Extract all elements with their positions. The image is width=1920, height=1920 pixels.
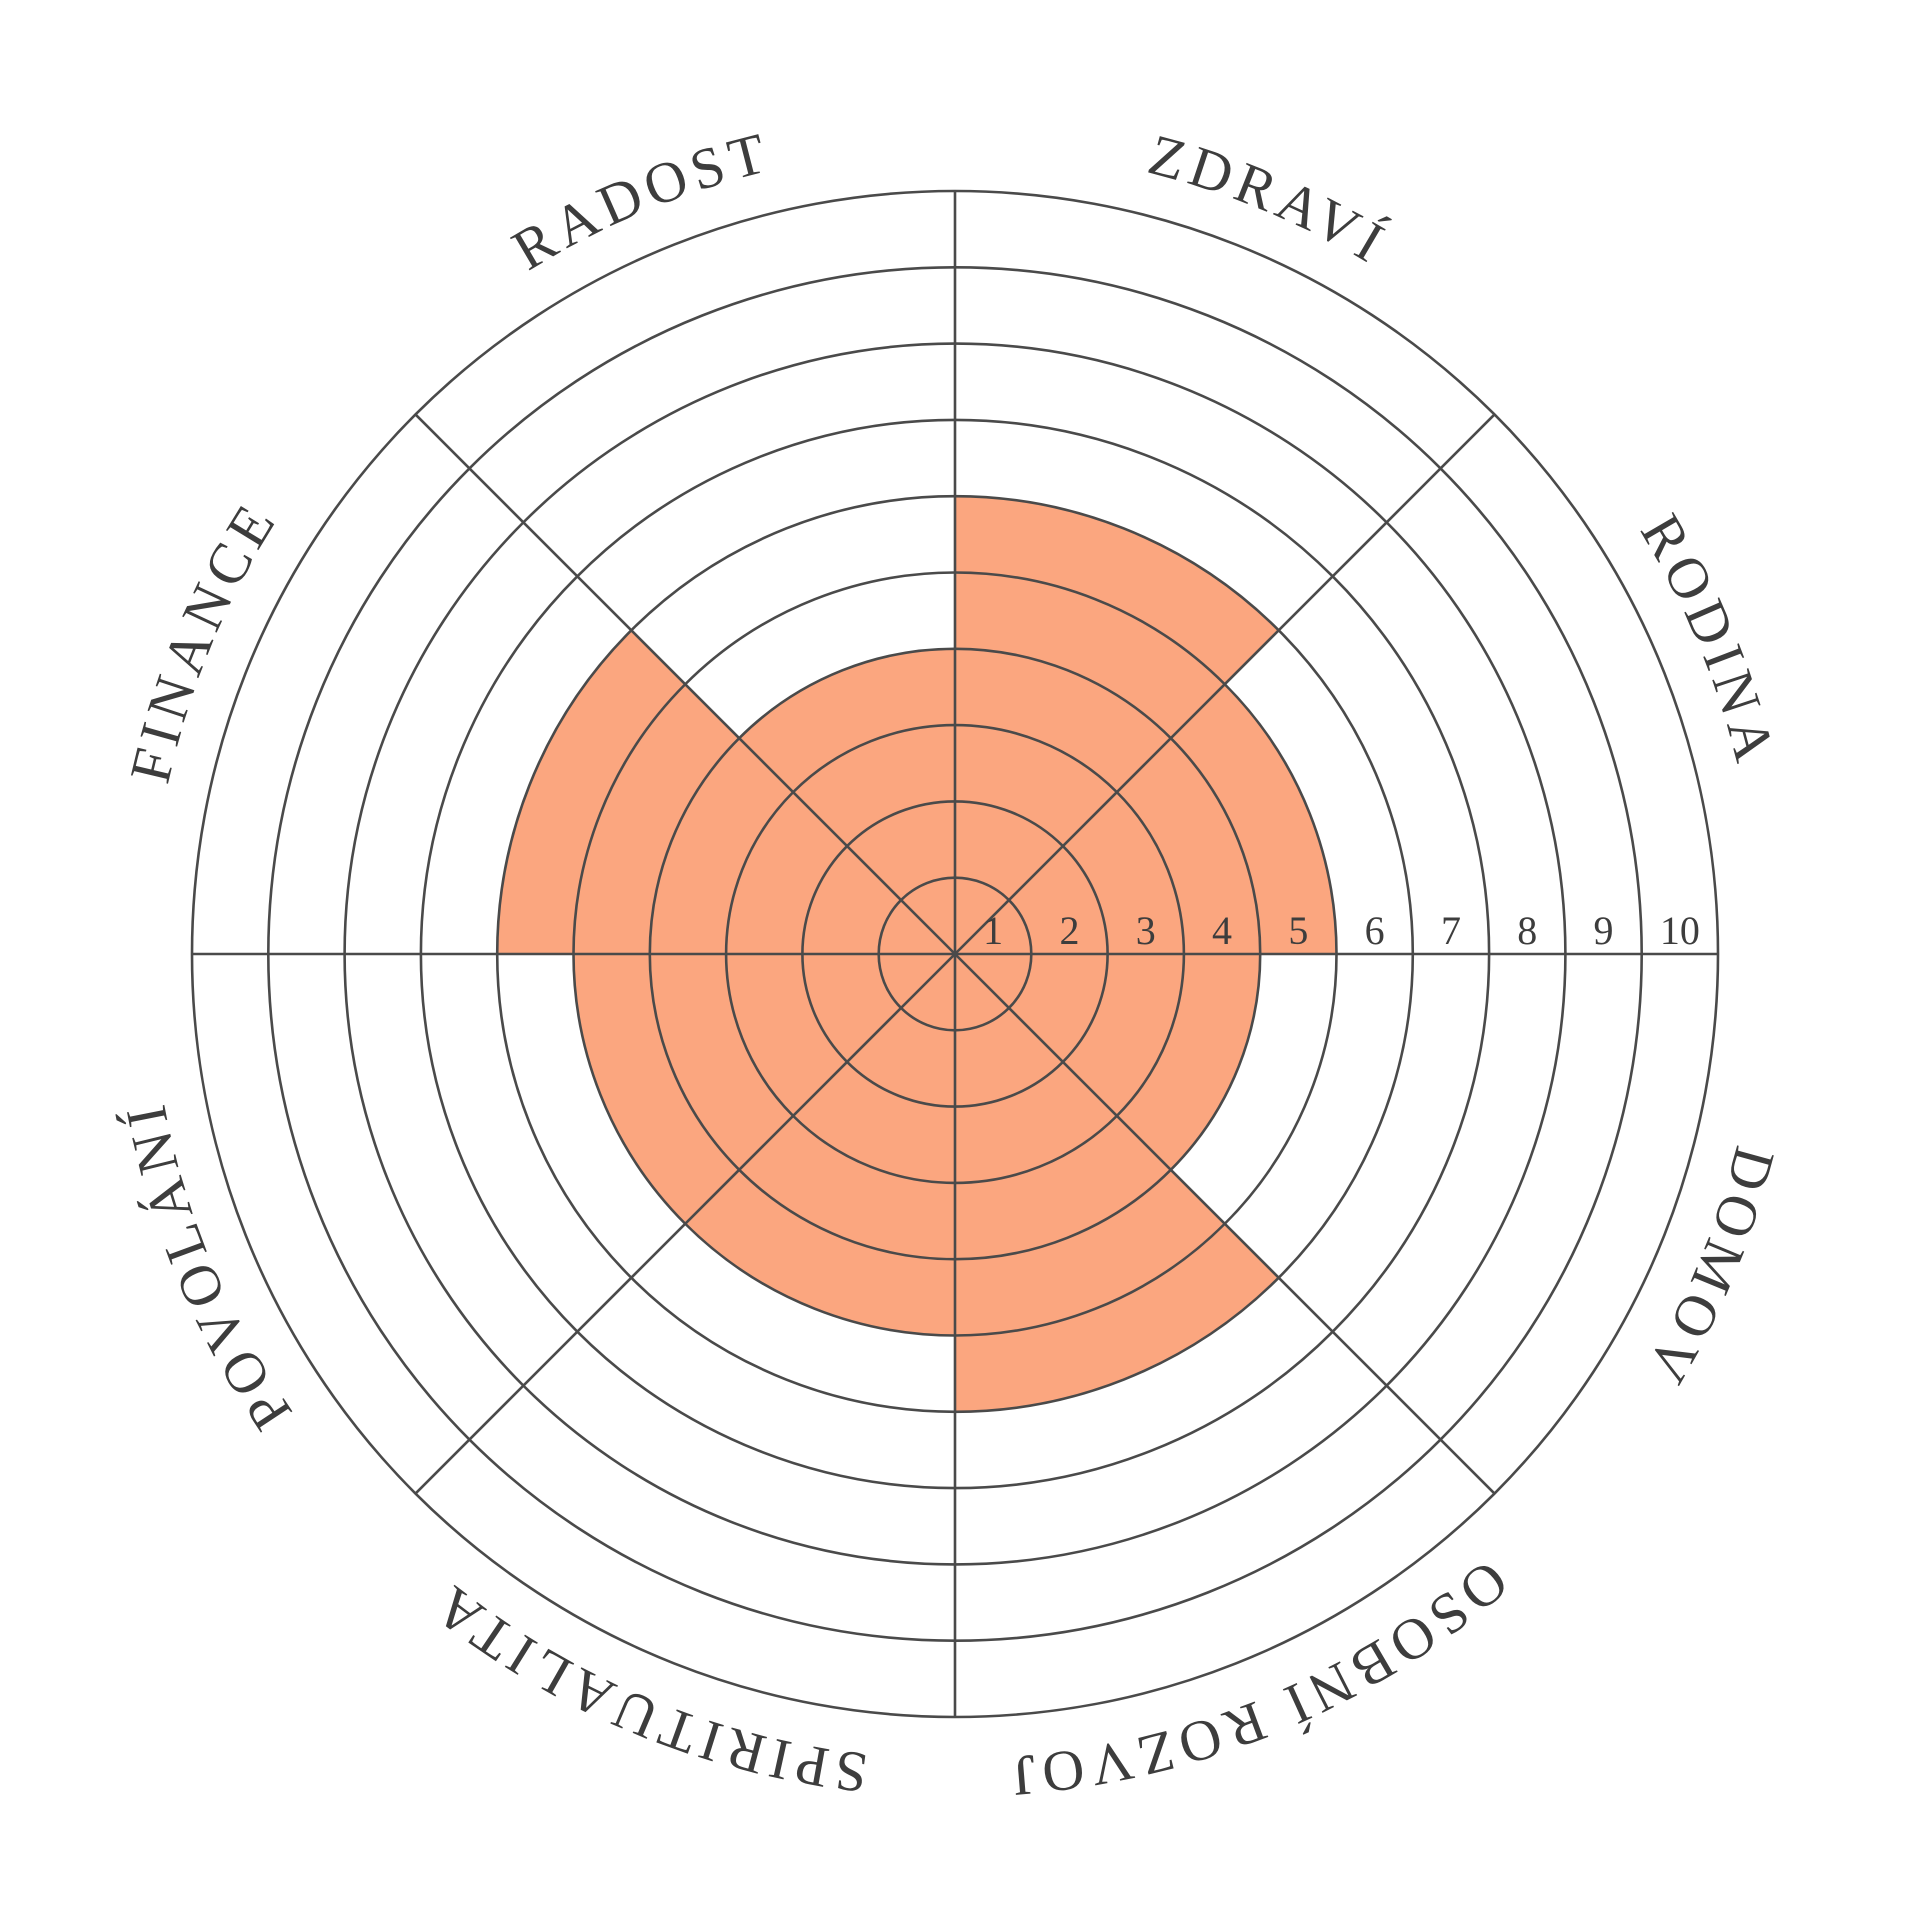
r-tick-label: 8 <box>1517 908 1537 953</box>
spoke <box>954 413 1496 955</box>
category-label: DOMOV <box>1631 1140 1787 1399</box>
spoke <box>954 953 1496 1495</box>
r-tick-label: 9 <box>1594 908 1614 953</box>
r-tick-label: 2 <box>1059 908 1079 953</box>
category-label-path: OSOBNÍ ROZVOJ <box>1005 1548 1515 1809</box>
category-label-path: ZDRAVÍ <box>1142 121 1394 277</box>
category-label-path: RODINA <box>1628 503 1783 773</box>
category-label-path: FINANCE <box>117 489 284 789</box>
spoke <box>414 953 956 1495</box>
category-label: POVOLÁNÍ <box>112 1095 305 1442</box>
category-label-path: DOMOV <box>1631 1140 1781 1399</box>
category-label: FINANCE <box>117 489 290 789</box>
category-label-path: SPIRITUALITA <box>418 1570 865 1806</box>
sector <box>739 648 955 954</box>
category-label-path: POVOLÁNÍ <box>112 1095 299 1442</box>
r-tick-label: 6 <box>1365 908 1385 953</box>
r-tick-label: 4 <box>1212 908 1232 953</box>
sector <box>955 954 1279 1412</box>
r-tick-label: 1 <box>983 908 1003 953</box>
r-tick-label: 10 <box>1660 908 1700 953</box>
category-label: RODINA <box>1628 503 1789 773</box>
sector <box>955 954 1261 1170</box>
sector <box>955 684 1337 954</box>
sector <box>955 496 1279 954</box>
category-label: OSOBNÍ ROZVOJ <box>1005 1548 1521 1809</box>
r-tick-label: 7 <box>1441 908 1461 953</box>
spoke <box>414 413 956 955</box>
r-tick-label: 5 <box>1288 908 1308 953</box>
category-label: SPIRITUALITA <box>418 1570 871 1806</box>
sector <box>573 954 955 1224</box>
category-label: ZDRAVÍ <box>1142 121 1400 277</box>
sector <box>685 954 955 1336</box>
sector <box>497 630 955 954</box>
r-tick-label: 3 <box>1136 908 1156 953</box>
